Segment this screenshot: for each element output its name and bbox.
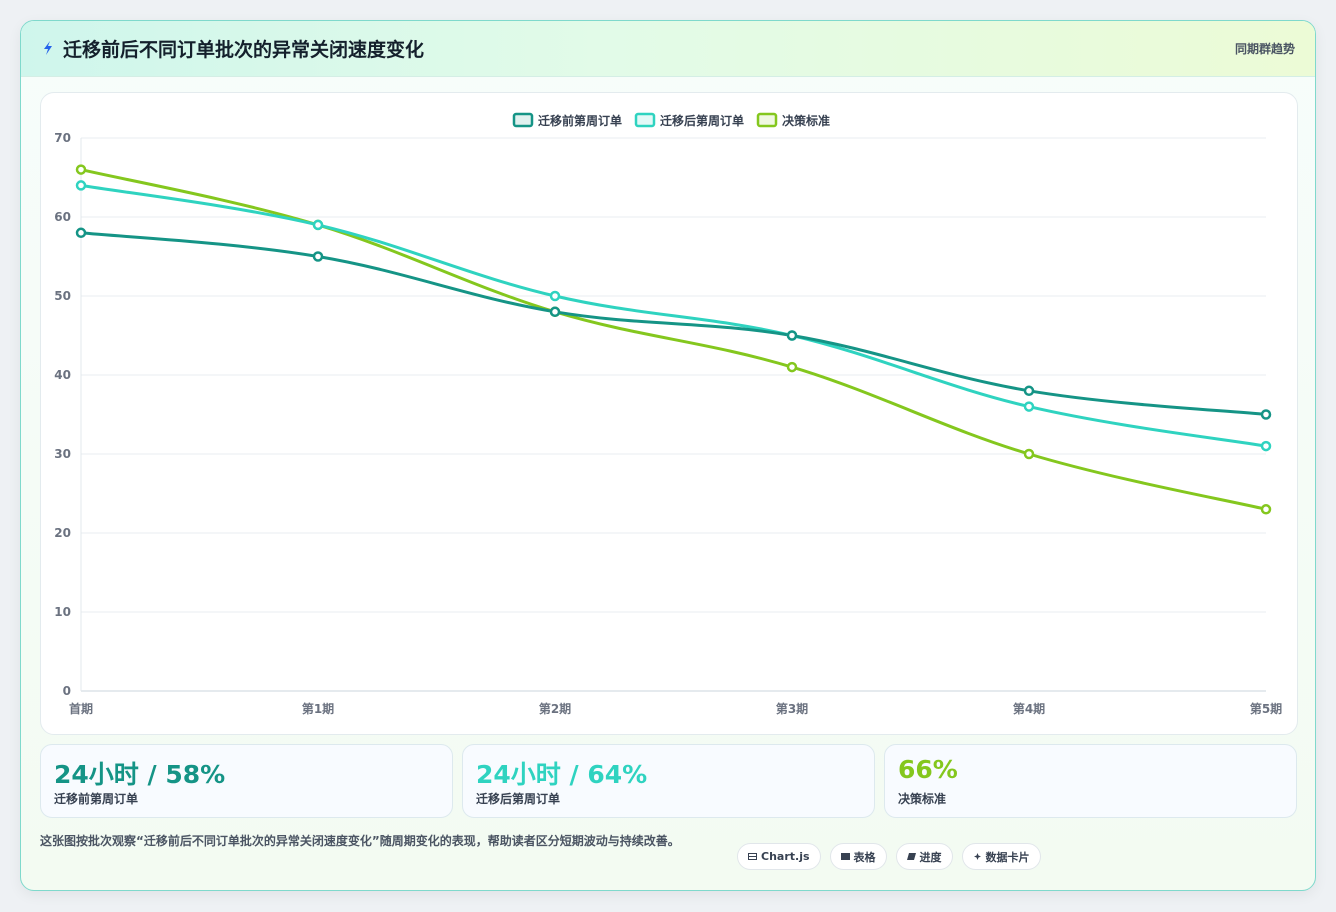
kpi-card-standard: 66% 决策标准	[884, 744, 1297, 818]
data-point-series-1[interactable]	[1023, 401, 1035, 412]
data-point-series-0[interactable]	[786, 330, 798, 341]
x-tick-label: 第1期	[302, 701, 334, 716]
legend-label[interactable]: 决策标准	[782, 113, 830, 128]
data-point-series-2[interactable]	[786, 361, 798, 373]
data-point-series-2[interactable]	[1023, 448, 1035, 460]
data-point-series-0[interactable]	[312, 251, 324, 262]
data-point-series-1[interactable]	[1260, 440, 1272, 452]
chip-progress[interactable]: 进度	[895, 843, 953, 870]
chart-description: 这张图按批次观察“迁移前后不同订单批次的异常关闭速度变化”随周期变化的表现，帮助…	[40, 834, 680, 848]
y-tick-label: 20	[54, 526, 71, 540]
line-chart: 0 10 20 30 40 50 60 70 首期 第1期 第2期 第3期 第4期 第5期 迁移前第周订单 迁…	[54, 112, 1282, 716]
chip-chartjs[interactable]: Chart.js	[737, 843, 821, 870]
kpi-card-after: 24小时 / 64% 迁移后第周订单	[462, 744, 875, 818]
chip-label: 进度	[919, 850, 942, 864]
y-tick-label: 50	[54, 289, 71, 303]
y-tick-label: 60	[54, 210, 71, 224]
data-point-series-1[interactable]	[312, 219, 324, 231]
chip-data-card[interactable]: 数据卡片	[961, 843, 1041, 870]
chart-icon	[748, 853, 757, 860]
chip-table[interactable]: 表格	[829, 843, 887, 870]
data-point-series-2[interactable]	[75, 164, 87, 175]
chart-title: 迁移前后不同订单批次的异常关闭速度变化	[63, 39, 425, 61]
progress-icon	[906, 853, 916, 860]
chip-label: 表格	[853, 850, 876, 864]
legend-label[interactable]: 迁移前第周订单	[538, 113, 622, 128]
data-point-series-0[interactable]	[75, 227, 87, 239]
x-tick-label: 第2期	[539, 701, 571, 716]
data-point-series-1[interactable]	[75, 180, 87, 191]
y-tick-label: 30	[54, 447, 71, 461]
legend-swatch[interactable]	[756, 112, 778, 128]
data-point-series-0[interactable]	[1260, 409, 1272, 420]
kpi-label: 迁移前第周订单	[54, 792, 139, 806]
legend-swatch[interactable]	[512, 112, 534, 128]
data-point-series-1[interactable]	[549, 290, 561, 302]
y-tick-label: 40	[54, 368, 71, 382]
trend-tag: 同期群趋势	[1234, 42, 1295, 56]
series-line-2	[80, 168, 1267, 511]
series-line-1	[80, 183, 1267, 448]
chip-label: Chart.js	[761, 850, 810, 863]
data-point-series-2[interactable]	[1260, 504, 1272, 515]
kpi-value: 24小时 / 58%	[54, 760, 226, 789]
x-tick-label: 第4期	[1013, 701, 1045, 716]
chart-panel: 0 10 20 30 40 50 60 70 首期 第1期 第2期 第3期 第4期 第5期 迁移前第周订单 迁…	[40, 92, 1298, 735]
kpi-label: 决策标准	[898, 792, 947, 806]
lightning-icon	[44, 41, 52, 55]
kpi-card-before: 24小时 / 58% 迁移前第周订单	[40, 744, 453, 818]
legend-label[interactable]: 迁移后第周订单	[660, 113, 744, 128]
table-icon	[840, 853, 850, 860]
x-tick-label: 第3期	[776, 701, 808, 716]
x-tick-label: 第5期	[1250, 701, 1282, 716]
chip-group: Chart.js 表格 进度 数据卡片	[737, 843, 1041, 870]
x-tick-label: 首期	[69, 701, 93, 716]
data-point-series-0[interactable]	[549, 306, 561, 318]
legend-swatch[interactable]	[634, 112, 656, 128]
chip-label: 数据卡片	[985, 850, 1030, 864]
kpi-label: 迁移后第周订单	[476, 792, 561, 806]
kpi-value: 24小时 / 64%	[476, 760, 648, 789]
chart-card: 迁移前后不同订单批次的异常关闭速度变化 同期群趋势 0 10 20 30 40 50 60 7…	[20, 20, 1316, 891]
data-point-series-0[interactable]	[1023, 385, 1035, 397]
kpi-value: 66%	[898, 755, 958, 784]
y-tick-label: 70	[54, 131, 71, 145]
y-tick-label: 0	[63, 684, 71, 698]
sparkle-icon	[973, 853, 981, 860]
y-tick-label: 10	[54, 605, 71, 619]
series-line-0	[80, 231, 1267, 416]
card-header: 迁移前后不同订单批次的异常关闭速度变化 同期群趋势	[21, 21, 1315, 77]
